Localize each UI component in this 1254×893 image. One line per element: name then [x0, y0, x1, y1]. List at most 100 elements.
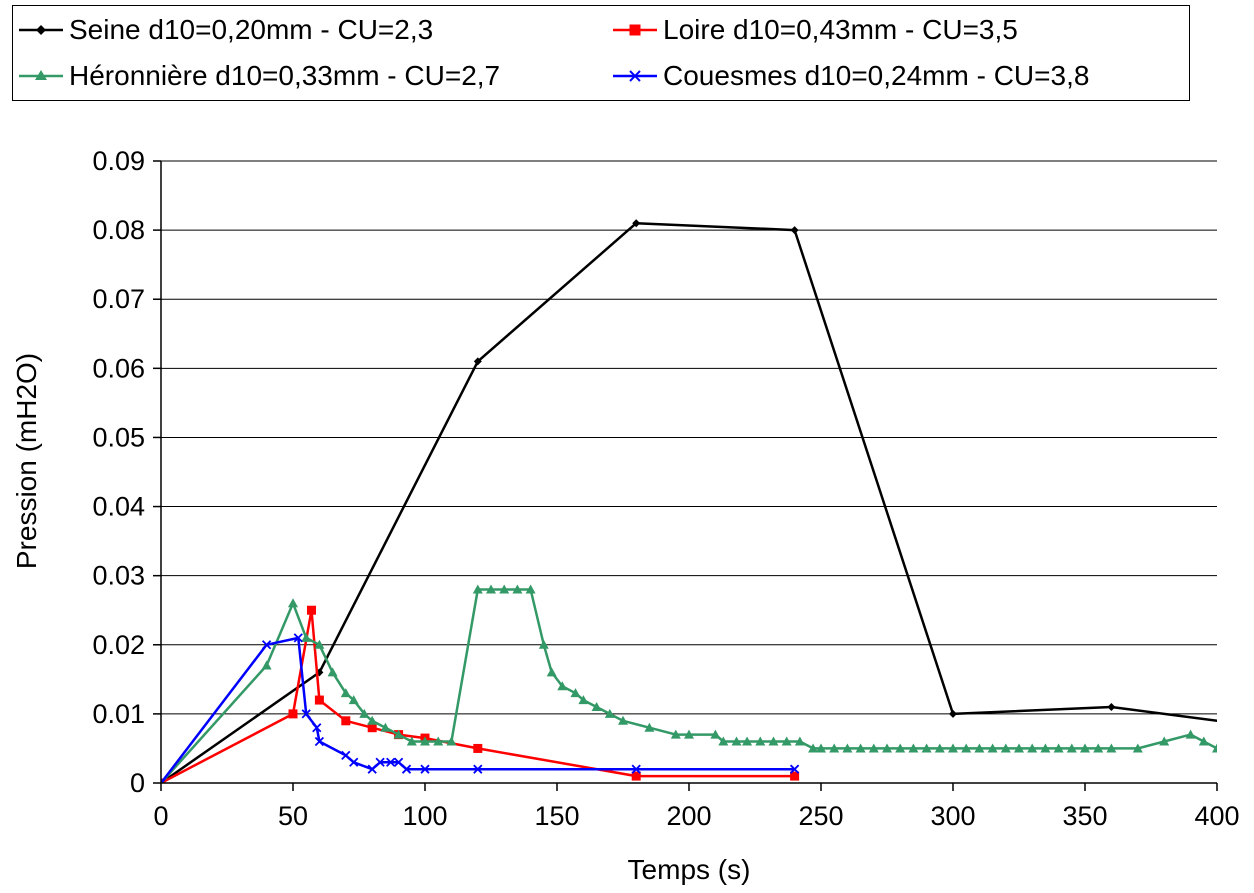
data-point: [348, 695, 359, 705]
data-point: [570, 688, 581, 698]
data-point: [974, 743, 985, 753]
y-tick-label: 0.08: [92, 215, 145, 245]
data-point: [420, 736, 430, 746]
legend-label-loire: Loire d10=0,43mm - CU=3,5: [663, 14, 1018, 45]
data-point: [1185, 729, 1196, 739]
data-point: [401, 764, 412, 774]
data-point: [261, 660, 272, 670]
x-tick-label: 200: [666, 801, 711, 831]
data-point: [288, 598, 298, 608]
data-point: [718, 736, 729, 746]
series-line: [161, 608, 795, 783]
gridlines: [161, 160, 1217, 715]
data-point: [684, 729, 694, 739]
data-point: [538, 639, 549, 649]
data-point: [486, 584, 496, 594]
data-point: [473, 357, 482, 366]
data-point: [1080, 743, 1090, 753]
data-point: [895, 743, 906, 753]
legend-item-couesmes: Couesmes d10=0,24mm - CU=3,8: [609, 54, 1089, 98]
x-tick-label: 50: [278, 801, 308, 831]
data-point: [1107, 702, 1116, 711]
series-2: [161, 584, 1217, 783]
data-point: [557, 681, 568, 691]
series-1: [161, 605, 800, 783]
data-point: [742, 736, 753, 746]
x-tick-label: 400: [1194, 801, 1239, 831]
data-point: [341, 750, 351, 760]
data-point: [790, 771, 800, 781]
data-point: [710, 729, 721, 739]
data-point: [604, 708, 615, 718]
data-point: [1040, 743, 1051, 753]
data-point: [632, 219, 641, 228]
y-tick-label: 0.02: [92, 630, 145, 660]
data-point: [380, 722, 391, 732]
data-point: [808, 743, 819, 753]
data-point: [631, 764, 641, 774]
y-tick-label: 0.07: [92, 284, 145, 314]
data-point: [301, 632, 312, 642]
axes: [153, 160, 1218, 791]
data-point: [375, 757, 385, 767]
data-point: [1093, 743, 1104, 753]
data-point: [293, 633, 303, 643]
data-point: [288, 709, 298, 719]
tick-labels: 0 0.01 0.02 0.03 0.04 0.05 0.06 0.07 0.08 0.09 0 50…: [92, 146, 1239, 831]
data-point: [314, 695, 324, 705]
data-point: [829, 743, 840, 753]
data-point: [393, 757, 404, 767]
data-point: [433, 736, 444, 746]
data-point: [934, 743, 945, 753]
data-point: [406, 736, 417, 746]
data-point: [340, 688, 351, 698]
data-point: [948, 743, 958, 753]
legend-item-heronniere: Héronnière d10=0,33mm - CU=2,7: [15, 54, 500, 98]
data-point: [1000, 743, 1011, 753]
data-point: [755, 736, 766, 746]
legend-item-seine: Seine d10=0,20mm - CU=2,3: [15, 8, 433, 52]
data-point: [1027, 743, 1038, 753]
data-point: [301, 709, 311, 719]
legend-label-heronniere: Héronnière d10=0,33mm - CU=2,7: [69, 60, 501, 91]
data-point: [1212, 743, 1217, 753]
legend-marker-seine: [19, 25, 63, 35]
data-point: [790, 226, 799, 235]
data-point: [312, 723, 322, 733]
legend-marker-heronniere: [19, 70, 63, 80]
data-point: [987, 743, 998, 753]
data-point: [473, 743, 483, 753]
legend-label-seine: Seine d10=0,20mm - CU=2,3: [69, 14, 434, 45]
data-point: [261, 640, 272, 650]
data-point: [794, 736, 805, 746]
x-tick-label: 250: [798, 801, 843, 831]
legend-item-loire: Loire d10=0,43mm - CU=3,5: [609, 8, 1018, 52]
data-point: [314, 639, 325, 649]
data-point: [949, 709, 957, 718]
data-point: [908, 743, 919, 753]
series-3: [161, 633, 800, 783]
data-point: [1106, 743, 1117, 753]
data-point: [816, 743, 826, 753]
data-point: [341, 716, 351, 726]
x-tick-label: 100: [402, 801, 447, 831]
data-point: [306, 605, 316, 615]
data-point: [961, 743, 972, 753]
data-point: [1066, 743, 1077, 753]
x-tick-label: 350: [1062, 801, 1107, 831]
x-axis-title: Temps (s): [628, 854, 751, 885]
data-point: [670, 729, 681, 739]
data-point: [789, 764, 800, 774]
y-tick-label: 0.06: [92, 353, 145, 383]
y-tick-label: 0.03: [92, 561, 145, 591]
legend: Seine d10=0,20mm - CU=2,3 Loire d10=0,43…: [12, 5, 1190, 101]
data-point: [631, 771, 641, 781]
y-tick-label: 0: [130, 768, 145, 798]
data-point: [367, 723, 377, 733]
y-tick-label: 0.05: [92, 422, 145, 452]
series-line: [161, 221, 1217, 783]
data-point: [1132, 743, 1143, 753]
data-point: [1198, 736, 1209, 746]
data-point: [882, 743, 892, 753]
data-point: [644, 722, 655, 732]
